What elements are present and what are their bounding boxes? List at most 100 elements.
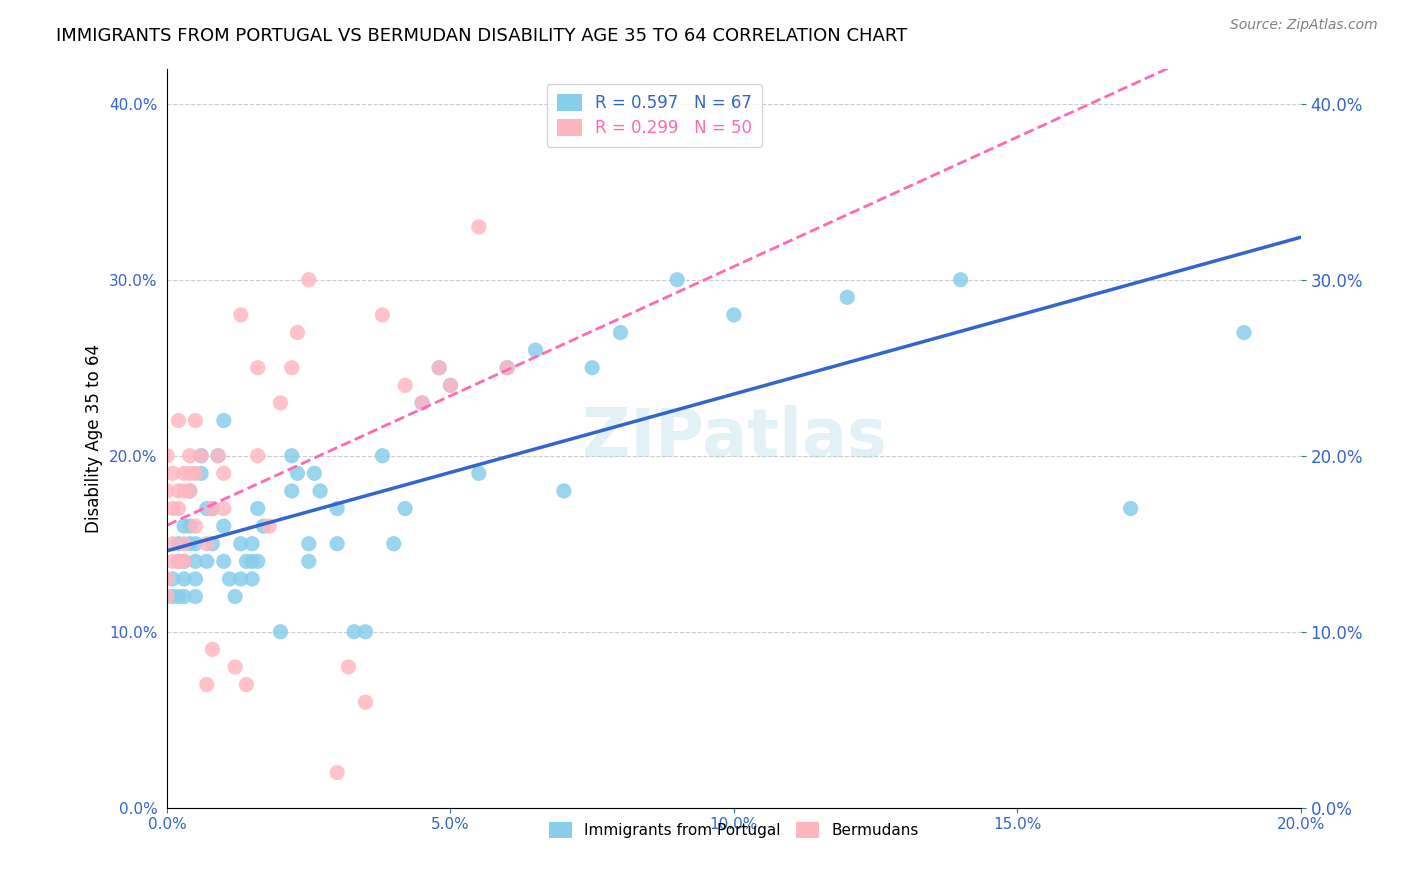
Point <box>326 537 349 551</box>
Point <box>326 501 349 516</box>
Point <box>240 554 263 568</box>
Point <box>218 572 240 586</box>
Point <box>162 467 184 481</box>
Point <box>224 660 246 674</box>
Point <box>167 501 190 516</box>
Point <box>162 537 184 551</box>
Point <box>173 467 195 481</box>
Point <box>184 554 207 568</box>
Point <box>162 501 184 516</box>
Point <box>553 483 575 498</box>
Point <box>184 519 207 533</box>
Point <box>184 537 207 551</box>
Point <box>298 537 321 551</box>
Point <box>394 501 416 516</box>
Point <box>281 360 304 375</box>
Point <box>162 554 184 568</box>
Point <box>179 537 201 551</box>
Point <box>609 326 631 340</box>
Text: Source: ZipAtlas.com: Source: ZipAtlas.com <box>1230 18 1378 32</box>
Point <box>167 554 190 568</box>
Point <box>298 554 321 568</box>
Point <box>281 449 304 463</box>
Point <box>411 396 433 410</box>
Text: ZIPatlas: ZIPatlas <box>582 405 886 471</box>
Point <box>162 590 184 604</box>
Point <box>201 501 224 516</box>
Point <box>173 554 195 568</box>
Point <box>427 360 450 375</box>
Point <box>496 360 519 375</box>
Point <box>212 519 235 533</box>
Point <box>201 537 224 551</box>
Point <box>224 590 246 604</box>
Point <box>394 378 416 392</box>
Point <box>235 677 257 691</box>
Point <box>167 590 190 604</box>
Point <box>173 537 195 551</box>
Point <box>252 519 274 533</box>
Point <box>343 624 366 639</box>
Point <box>190 449 212 463</box>
Point <box>354 695 377 709</box>
Point <box>156 572 179 586</box>
Point <box>298 273 321 287</box>
Legend: Immigrants from Portugal, Bermudans: Immigrants from Portugal, Bermudans <box>543 816 925 845</box>
Point <box>179 467 201 481</box>
Point <box>287 467 309 481</box>
Point <box>837 290 859 304</box>
Point <box>190 467 212 481</box>
Point <box>195 677 218 691</box>
Point <box>173 572 195 586</box>
Point <box>326 765 349 780</box>
Point <box>195 501 218 516</box>
Point <box>195 554 218 568</box>
Point <box>246 554 269 568</box>
Point <box>179 449 201 463</box>
Text: IMMIGRANTS FROM PORTUGAL VS BERMUDAN DISABILITY AGE 35 TO 64 CORRELATION CHART: IMMIGRANTS FROM PORTUGAL VS BERMUDAN DIS… <box>56 27 907 45</box>
Point <box>354 624 377 639</box>
Point <box>167 537 190 551</box>
Point <box>179 483 201 498</box>
Point <box>257 519 280 533</box>
Point <box>240 537 263 551</box>
Point <box>468 219 491 234</box>
Point <box>581 360 603 375</box>
Point <box>246 360 269 375</box>
Point <box>949 273 972 287</box>
Point <box>439 378 461 392</box>
Point <box>201 642 224 657</box>
Point <box>212 467 235 481</box>
Point <box>309 483 332 498</box>
Point <box>287 326 309 340</box>
Point <box>184 467 207 481</box>
Point <box>173 519 195 533</box>
Point <box>269 624 291 639</box>
Point <box>229 537 252 551</box>
Point <box>173 554 195 568</box>
Point <box>212 413 235 427</box>
Point <box>411 396 433 410</box>
Point <box>167 483 190 498</box>
Point <box>212 554 235 568</box>
Point <box>173 483 195 498</box>
Point <box>723 308 745 322</box>
Point <box>162 572 184 586</box>
Point <box>246 449 269 463</box>
Point <box>304 467 326 481</box>
Point <box>371 449 394 463</box>
Point <box>246 501 269 516</box>
Point <box>184 413 207 427</box>
Point <box>229 572 252 586</box>
Point <box>371 308 394 322</box>
Point <box>496 360 519 375</box>
Point <box>337 660 360 674</box>
Point <box>269 396 291 410</box>
Point <box>1119 501 1142 516</box>
Point <box>201 501 224 516</box>
Point <box>167 413 190 427</box>
Point <box>184 590 207 604</box>
Point <box>240 572 263 586</box>
Point <box>281 483 304 498</box>
Point <box>207 449 229 463</box>
